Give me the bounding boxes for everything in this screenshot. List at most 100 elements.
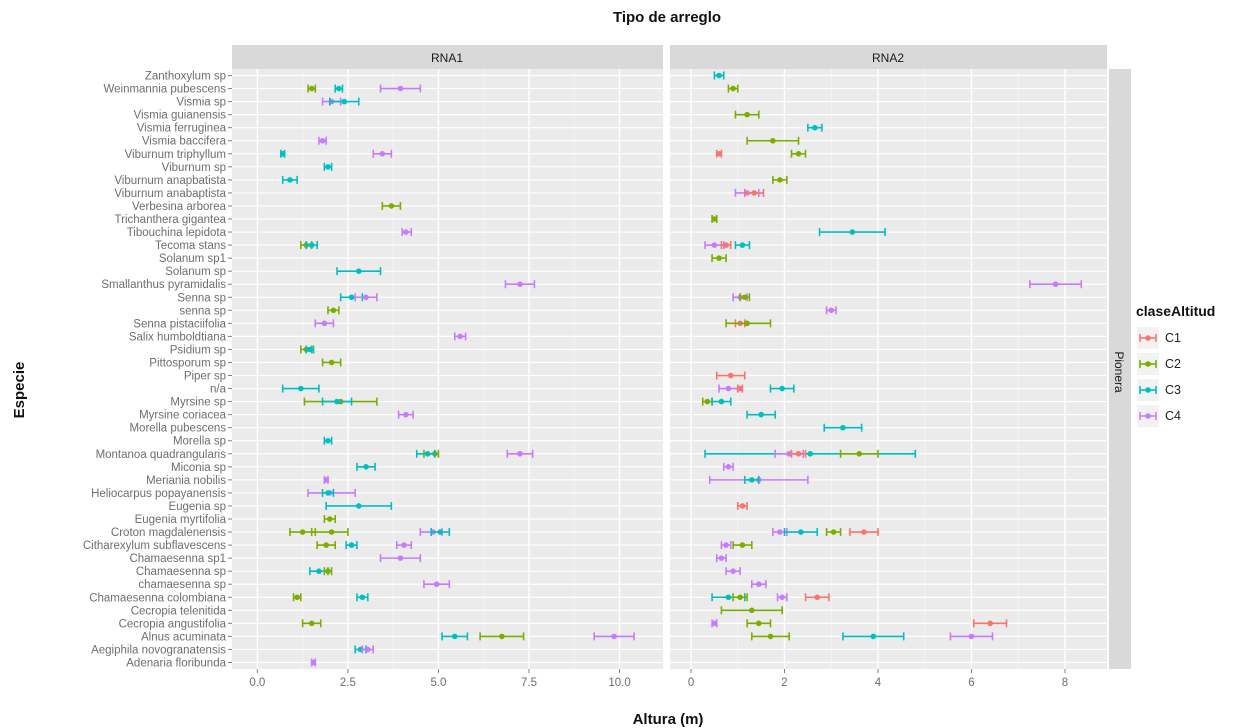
errorbar-citharexylum-subflavescens-c4 [395,541,413,550]
errorbar-smallanthus-pyramidalis-c4 [504,280,536,289]
mean-point [287,177,293,183]
y-tick-label: Senna sp [177,292,226,304]
errorbar-croton-magdalenensis-c1 [849,528,879,537]
mean-point [748,607,755,614]
legend-label: C3 [1165,383,1181,397]
mean-point [323,542,329,548]
errorbar-tecoma-stans-c1 [720,241,732,250]
y-tick-label: Adenaria floribunda [126,657,226,669]
mean-point [359,594,366,601]
mean-point [814,594,821,601]
panel-background [232,69,663,669]
y-tick-label: Chamaesenna sp1 [129,553,226,565]
errorbar-senna-pistaciifolia-c4 [314,319,335,328]
legend-item-c2: C2 [1137,353,1181,375]
errorbar-myrsine-coriacea-c4 [397,410,414,419]
errorbar-tecoma-stans-c3 [305,241,318,250]
legend-title: claseAltitud [1136,303,1215,319]
x-tick-label: 0 [688,677,694,689]
errorbar-chamaesenna-sp-c4 [725,567,741,576]
errorbar-chamaesenna-sp1-c4 [715,554,727,563]
errorbar-trichanthera-gigantea-c2 [711,215,718,223]
mean-point [744,111,750,118]
mean-point [758,411,764,418]
mean-point [308,620,315,627]
y-tick-label: Salix humboldtiana [129,331,227,343]
mean-point [321,320,328,327]
mean-point [856,450,863,457]
y-tick-label: Myrsine sp [170,397,226,409]
y-tick-label: Viburnum sp [162,162,226,174]
legend-item-c4: C4 [1137,405,1181,427]
errorbar-viburnum-triphyllum-c3 [279,149,286,158]
errorbar-miconia-sp-c3 [356,462,376,471]
mean-point [767,633,774,640]
errorbar-senna-sp-c4 [825,306,837,315]
errorbar-alnus-acuminata-c4 [949,632,994,641]
errorbar-chamaesenna-colombiana-c1 [804,593,830,602]
errorbar-adenaria-floribunda-c4 [310,658,317,667]
y-tick-label: Vismia baccifera [142,136,227,148]
mean-point [704,398,711,405]
y-tick-label: Zanthoxylum sp [145,71,226,83]
errorbar-solanum-sp1-c2 [711,254,727,263]
mean-point [756,581,762,588]
mean-point [718,555,725,561]
mean-point [433,581,440,588]
mean-point [279,150,286,157]
mean-point [517,450,523,457]
errorbar-montanoa-quadrangularis-c4 [506,449,534,458]
errorbar-vismia-guianensis-c2 [734,110,760,119]
mean-point [861,529,867,535]
errorbar-viburnum-triphyllum-c4 [372,149,393,158]
mean-point [795,150,802,157]
mean-point [341,98,348,105]
y-tick-label: Tecoma stans [155,240,226,252]
panel-rna2 [670,69,1107,669]
errorbar-croton-magdalenensis-c2 [310,528,349,537]
mean-point [437,529,444,535]
y-tick-label: Vismia sp [176,97,226,109]
errorbar-viburnum-anabaptista-c1 [743,188,765,197]
mean-point [723,242,729,248]
strip-background-rna1 [232,45,663,69]
mean-point [499,633,505,640]
errorbar-cecropia-angustifolia-c4 [711,619,718,628]
errorbar-chamaesenna-sp-c2 [323,567,333,576]
errorbar-citharexylum-subflavescens-c2 [732,541,753,550]
mean-point [316,568,322,574]
mean-point [298,385,304,392]
mean-point [798,529,804,535]
y-tick-label: Senna pistaciifolia [133,318,226,330]
strip-background-pionera [1109,69,1131,669]
errorbar-senna-pistaciifolia-c2 [725,319,772,328]
y-tick-label: Chamaesenna colombiana [89,592,226,604]
errorbar-weinmannia-pubescens-c4 [379,84,422,93]
x-tick-label: 7.5 [521,677,537,689]
mean-point [968,633,975,640]
errorbar-viburnum-sp-c3 [323,162,333,171]
errorbar-morella-pubescens-c3 [823,423,863,432]
errorbar-viburnum-anapbatista-c2 [772,175,788,184]
legend-label: C1 [1165,331,1181,345]
x-tick-label: 4 [875,677,882,689]
mean-point [770,137,776,144]
mean-point [711,620,718,627]
errorbar-senna-sp-c2 [327,306,340,315]
mean-point [355,503,362,509]
panels [232,69,1107,669]
errorbar-montanoa-quadrangularis-c3 [415,449,436,458]
y-tick-label: Croton magdalenensis [111,527,226,539]
legend: claseAltitud C1 C2 C3 C4 [1133,292,1250,442]
mean-point [348,294,355,301]
errorbar-alnus-acuminata-c4 [593,632,635,641]
errorbar-senna-sp-c2 [739,293,751,302]
errorbar-chamaesenna-colombiana-c4 [776,593,788,602]
mean-point [870,633,877,640]
mean-point [849,229,856,235]
mean-point [326,516,333,522]
mean-point [451,633,458,640]
legend-label: C4 [1165,409,1181,423]
